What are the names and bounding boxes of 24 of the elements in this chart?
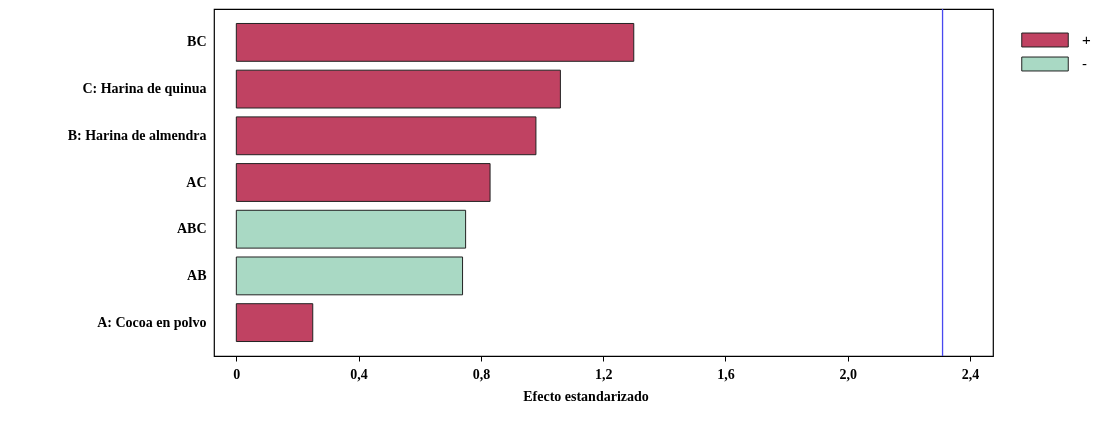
x-tick-label: 1,6 [717,366,735,382]
bar [235,116,537,156]
x-tick-label: 1,2 [594,366,613,382]
bar [235,209,467,249]
bar [235,69,561,109]
bar [235,256,464,296]
x-tick-label: 2,0 [839,366,858,382]
y-tick-label: ABC [176,221,207,237]
x-tick-label: 2,4 [961,366,980,382]
x-tick-label: 0,8 [472,366,491,382]
bar [235,163,491,202]
legend-label: - [1082,55,1087,72]
y-tick-label: B: Harina de almendra [67,127,207,143]
y-tick-label: C: Harina de quinua [82,81,207,97]
x-tick-label: 0,4 [350,366,368,382]
y-tick-label: AC [186,174,207,190]
y-tick-label: AB [187,267,207,283]
bar [235,22,635,62]
legend-label: + [1082,31,1091,48]
y-tick-label: BC [187,34,207,50]
y-tick-label: A: Cocoa en polvo [97,314,207,330]
x-tick-label: 0 [233,366,241,382]
x-axis-title: Efecto estandarizado [523,388,649,404]
bar [235,303,314,343]
